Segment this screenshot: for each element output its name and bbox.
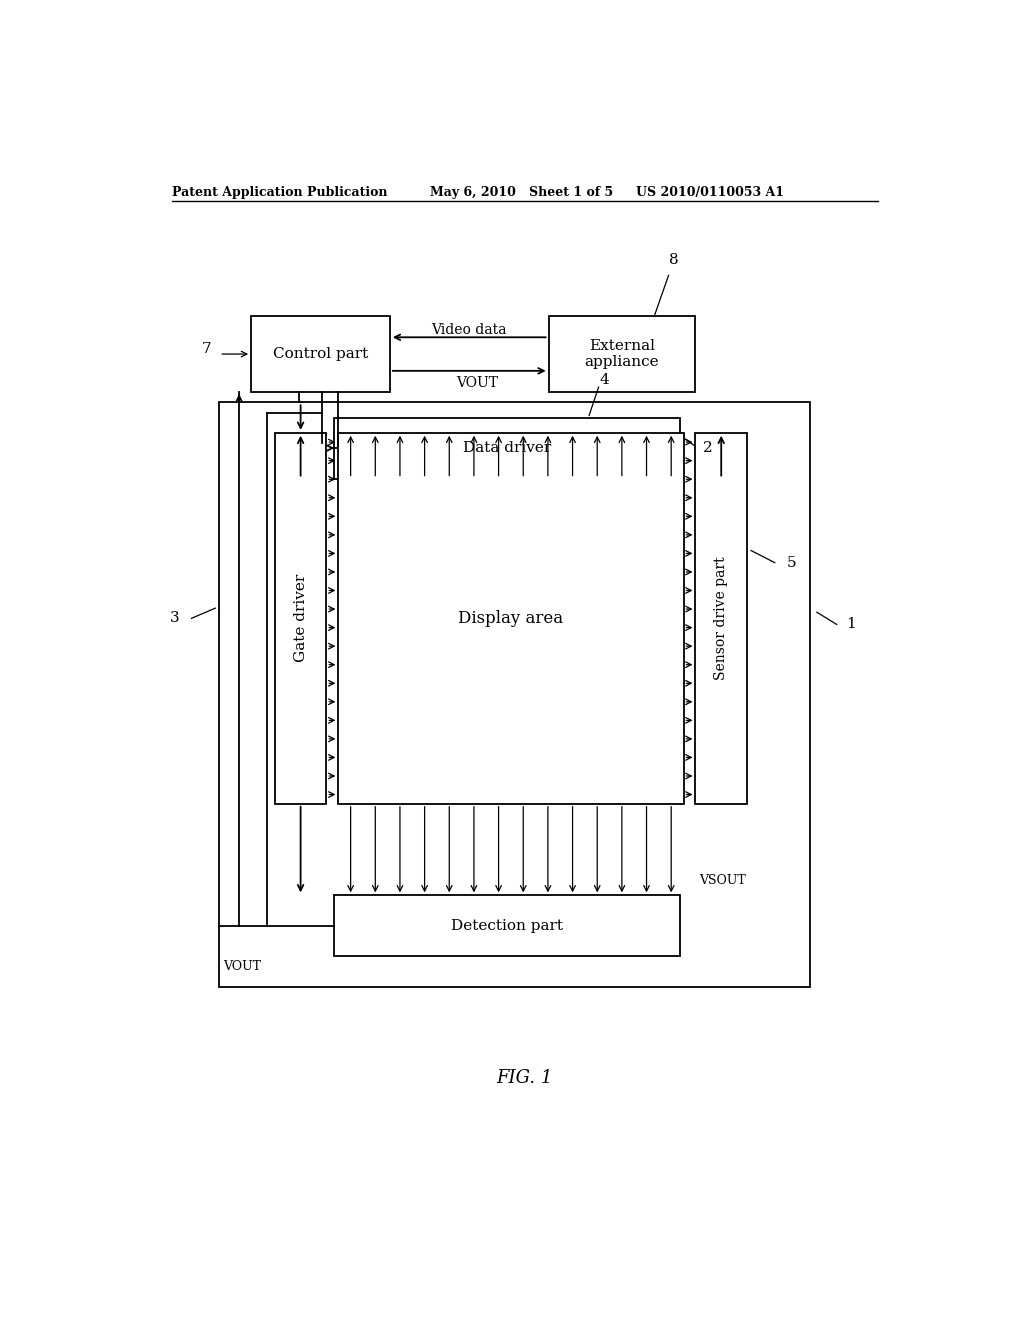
Text: Patent Application Publication: Patent Application Publication [172, 186, 387, 199]
Text: Sensor drive part: Sensor drive part [714, 557, 728, 680]
Bar [549, 315, 695, 392]
Text: 3: 3 [170, 611, 179, 626]
Bar [334, 417, 680, 479]
Text: Data driver: Data driver [463, 441, 551, 455]
Text: VOUT: VOUT [223, 961, 261, 973]
Text: 4: 4 [599, 374, 609, 387]
Text: Control part: Control part [272, 347, 368, 362]
Bar [251, 315, 390, 392]
Text: Detection part: Detection part [451, 919, 563, 933]
Bar [695, 433, 748, 804]
Text: VSOUT: VSOUT [698, 874, 745, 887]
Text: Video data: Video data [431, 323, 507, 337]
Text: May 6, 2010   Sheet 1 of 5: May 6, 2010 Sheet 1 of 5 [430, 186, 612, 199]
Text: 5: 5 [786, 556, 797, 570]
Text: VOUT: VOUT [456, 376, 499, 389]
Text: Gate driver: Gate driver [294, 574, 307, 663]
Bar [334, 895, 680, 956]
Text: 8: 8 [669, 253, 678, 267]
Bar [338, 433, 684, 804]
Text: US 2010/0110053 A1: US 2010/0110053 A1 [636, 186, 784, 199]
Text: External
appliance: External appliance [585, 339, 659, 370]
Bar [219, 403, 811, 987]
Text: 7: 7 [202, 342, 211, 356]
Text: Display area: Display area [459, 610, 563, 627]
Text: 1: 1 [846, 618, 856, 631]
Bar [274, 433, 327, 804]
Text: FIG. 1: FIG. 1 [497, 1069, 553, 1088]
Text: 2: 2 [703, 441, 713, 455]
